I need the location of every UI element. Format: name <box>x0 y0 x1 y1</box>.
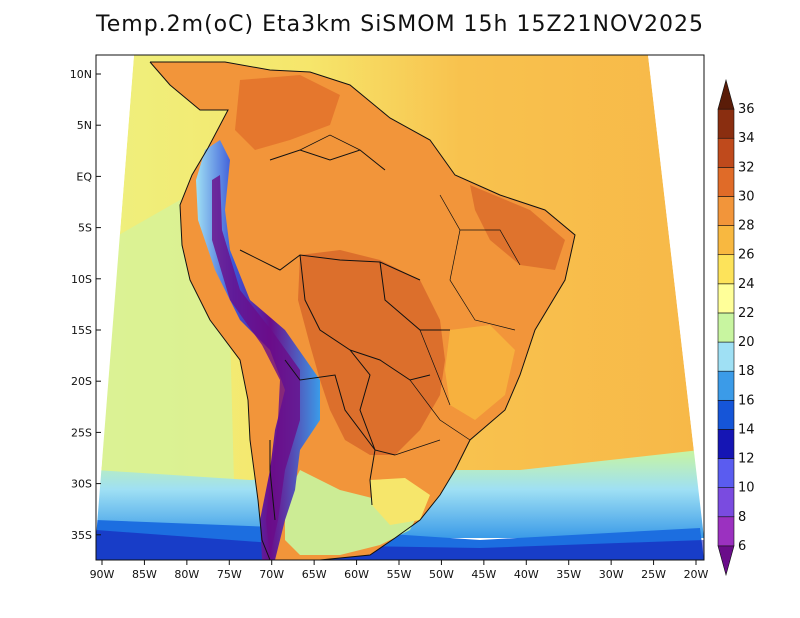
colorbar-label: 14 <box>738 422 755 437</box>
colorbar-label: 34 <box>738 131 755 146</box>
colorbar-swatch <box>717 399 735 430</box>
colorbar-swatch <box>717 341 735 372</box>
colorbar-swatch <box>717 196 735 226</box>
lon-label: 85W <box>132 568 157 581</box>
colorbar-swatch <box>717 225 735 256</box>
lon-label: 70W <box>259 568 284 581</box>
lat-label: EQ <box>76 170 92 183</box>
colorbar: 6 8 10 12 14 16 18 20 22 24 26 28 30 32 34 36 <box>717 78 755 577</box>
north-hot <box>235 75 340 150</box>
hot-core-region <box>298 250 445 455</box>
colorbar-label: 12 <box>738 452 755 467</box>
colorbar-label: 8 <box>738 510 746 525</box>
lon-label: 80W <box>174 568 199 581</box>
brazil-east-highlands <box>445 325 515 420</box>
colorbar-label: 20 <box>738 335 755 350</box>
colorbar-swatch <box>717 516 735 547</box>
colorbar-label: 36 <box>738 102 755 117</box>
map-frame-border <box>95 54 705 561</box>
colorbar-label: 18 <box>738 364 755 379</box>
lat-label: 15S <box>71 324 92 337</box>
colorbar-label: 28 <box>738 219 755 234</box>
uruguay-region <box>370 478 430 525</box>
lat-label: 30S <box>71 478 92 491</box>
colorbar-swatch <box>717 167 735 197</box>
lon-label: 55W <box>387 568 412 581</box>
colorbar-label: 22 <box>738 306 755 321</box>
map-title: Temp.2m(oC) Eta3km SiSMOM 15h 15Z21NOV20… <box>96 12 704 37</box>
country-borders <box>149 61 576 561</box>
colorbar-swatch <box>717 458 735 488</box>
colorbar-swatch <box>717 108 735 139</box>
colorbar-swatch <box>717 429 735 459</box>
lon-label: 75W <box>217 568 242 581</box>
colorbar-label: 30 <box>738 189 755 204</box>
lon-label: 90W <box>90 568 115 581</box>
latitude-axis: 10N 5N EQ 5S 10S 15S 20S 25S 30S 35S <box>70 68 101 542</box>
south-mid-blue <box>96 530 704 560</box>
colorbar-label: 10 <box>738 481 755 496</box>
colorbar-label: 32 <box>738 160 755 175</box>
lat-label: 10S <box>71 273 92 286</box>
colorbar-label: 24 <box>738 277 755 292</box>
colorbar-swatch <box>717 370 735 401</box>
frame-corner-left <box>96 55 134 538</box>
northeast-hot <box>470 185 565 270</box>
south-cool-land <box>285 470 420 555</box>
andes-peaks <box>212 175 300 555</box>
lon-label: 45W <box>471 568 496 581</box>
colorbar-top-arrow <box>717 78 735 110</box>
lon-label: 60W <box>344 568 369 581</box>
lon-label: 25W <box>641 568 666 581</box>
lat-label: 5N <box>77 119 92 132</box>
colorbar-swatch <box>717 283 735 314</box>
colorbar-label: 16 <box>738 393 755 408</box>
lat-label: 25S <box>71 426 92 439</box>
lon-label: 20W <box>684 568 709 581</box>
brazil-border <box>239 149 450 456</box>
lat-label: 10N <box>70 68 92 81</box>
lon-label: 65W <box>302 568 327 581</box>
colorbar-label: 6 <box>738 539 746 554</box>
frame-corner-right <box>648 55 704 538</box>
temperature-field <box>96 55 704 560</box>
lon-label: 50W <box>429 568 454 581</box>
lat-label: 35S <box>71 529 92 542</box>
colorbar-bottom-arrow <box>717 545 735 577</box>
colorbar-swatch <box>717 254 735 285</box>
lon-label: 30W <box>599 568 624 581</box>
colorbar-swatch <box>717 137 735 168</box>
argentina-border <box>269 359 376 521</box>
state-borders <box>299 134 521 456</box>
colorbar-swatch <box>717 487 735 518</box>
coastline <box>149 61 576 561</box>
lon-label: 40W <box>514 568 539 581</box>
lat-label: 20S <box>71 375 92 388</box>
lon-label: 35W <box>556 568 581 581</box>
colorbar-label: 26 <box>738 248 755 263</box>
longitude-axis: 90W 85W 80W 75W 70W 65W 60W 55W 50W 45W 40W 35W 30W 2… <box>90 560 709 581</box>
colorbar-swatch <box>717 312 735 343</box>
lat-label: 5S <box>78 222 92 235</box>
